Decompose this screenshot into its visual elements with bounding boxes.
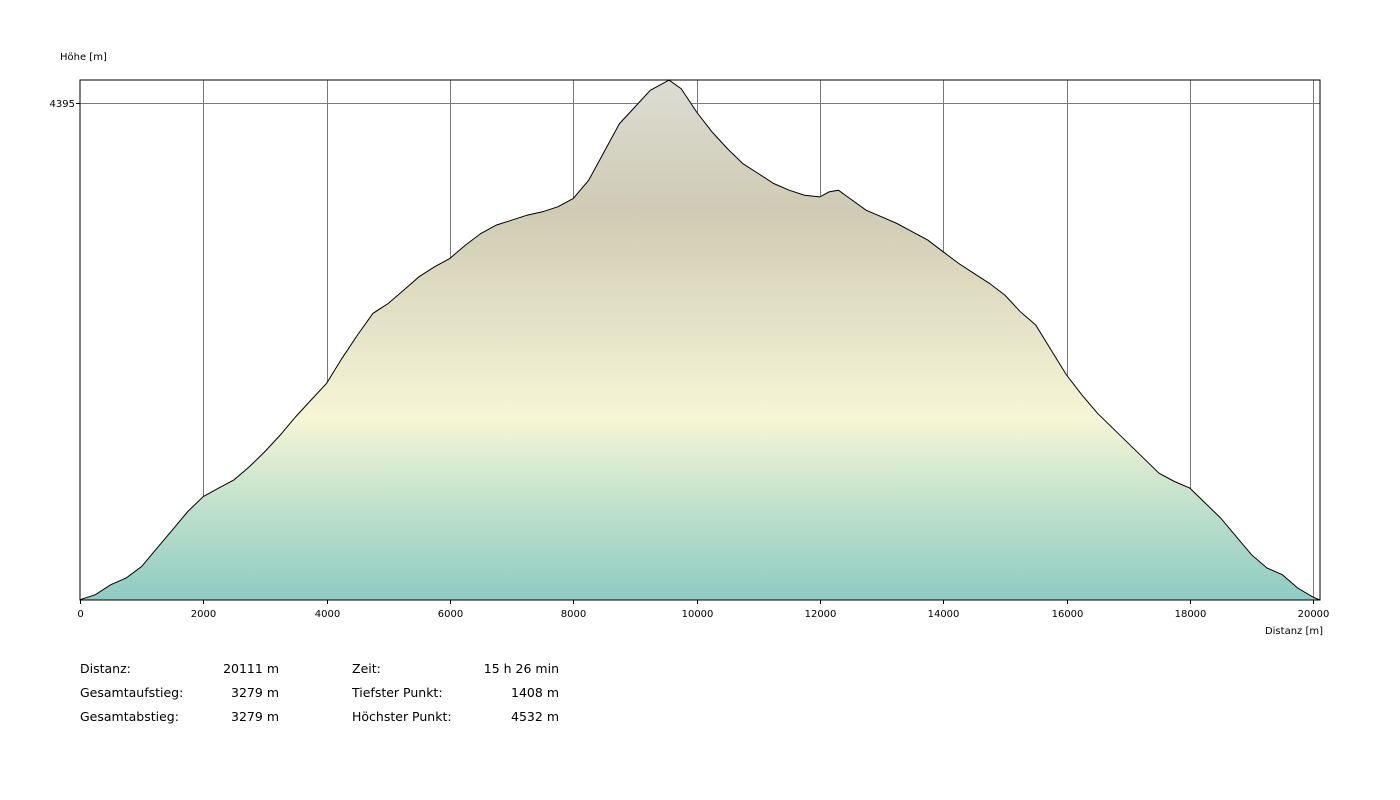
x-axis-label: Distanz [m] <box>1265 626 1323 637</box>
stat-label: Gesamtaufstieg: <box>80 685 184 700</box>
stat-label: Distanz: <box>80 661 131 676</box>
stat-label: Gesamtabstieg: <box>80 709 179 724</box>
stat-label: Zeit: <box>352 661 381 676</box>
stat-label: Höchster Punkt: <box>352 709 452 724</box>
elevation-profile-line <box>79 79 1321 601</box>
elevation-profile-chart: 0 2000 4000 6000 8000 10000 12000 14000 16000 180… <box>50 52 1330 637</box>
stat-value: 3279 m <box>231 685 279 700</box>
plot-frame <box>79 79 1321 601</box>
stat-row-highest-point: Höchster Punkt: 4532 m <box>352 705 572 729</box>
stat-value: 1408 m <box>511 685 559 700</box>
stat-label: Tiefster Punkt: <box>352 685 443 700</box>
stat-value: 3279 m <box>231 709 279 724</box>
x-tick-label: 0 <box>77 609 83 620</box>
x-tick-label: 20000 <box>1298 609 1330 620</box>
stat-value: 15 h 26 min <box>483 661 559 676</box>
stat-row-lowest-point: Tiefster Punkt: 1408 m <box>352 681 572 705</box>
x-tick-label: 14000 <box>928 609 960 620</box>
stat-row-distance: Distanz: 20111 m <box>80 657 290 681</box>
stat-row-total-descent: Gesamtabstieg: 3279 m <box>80 705 290 729</box>
stats-summary-left: Distanz: 20111 m Gesamtaufstieg: 3279 m … <box>80 657 290 729</box>
stat-value: 20111 m <box>223 661 279 676</box>
x-tick-label: 16000 <box>1052 609 1084 620</box>
x-tick-label: 4000 <box>315 609 340 620</box>
x-tick-label: 18000 <box>1175 609 1207 620</box>
stat-value: 4532 m <box>511 709 559 724</box>
x-tick-label: 10000 <box>682 609 714 620</box>
stat-row-time: Zeit: 15 h 26 min <box>352 657 572 681</box>
x-tick-label: 6000 <box>438 609 463 620</box>
y-tick-label: 4395 <box>50 99 75 110</box>
x-tick-label: 2000 <box>191 609 216 620</box>
elevation-area-fill <box>80 80 1320 600</box>
x-tick-label: 8000 <box>561 609 586 620</box>
stats-summary-right: Zeit: 15 h 26 min Tiefster Punkt: 1408 m… <box>352 657 572 729</box>
y-axis-label: Höhe [m] <box>60 52 107 63</box>
x-tick-label: 12000 <box>805 609 837 620</box>
stat-row-total-ascent: Gesamtaufstieg: 3279 m <box>80 681 290 705</box>
